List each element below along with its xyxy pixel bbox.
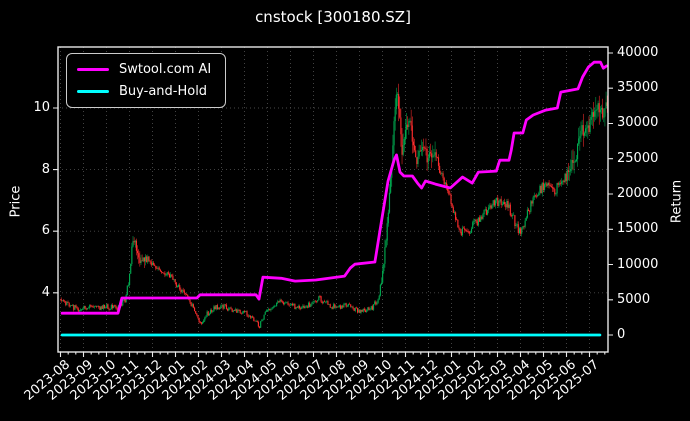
gridlines bbox=[58, 47, 608, 352]
strategy-line bbox=[60, 60, 608, 315]
buyhold-line-swatch bbox=[77, 89, 109, 94]
axis-ticks bbox=[53, 52, 613, 357]
legend-item-strategy: Swtool.com AI bbox=[77, 62, 211, 77]
return-tick-label: 25000 bbox=[617, 150, 659, 166]
return-tick-label: 5000 bbox=[617, 291, 651, 307]
return-tick-label: 40000 bbox=[617, 44, 659, 60]
plot-border bbox=[57, 46, 609, 353]
return-tick-label: 15000 bbox=[617, 221, 659, 237]
strategy-line-swatch bbox=[77, 67, 109, 72]
price-tick-label: 10 bbox=[33, 100, 50, 115]
y-axis-label-return: Return bbox=[669, 179, 685, 224]
price-tick-label: 4 bbox=[41, 284, 50, 300]
return-tick-label: 35000 bbox=[617, 80, 659, 96]
return-tick-label: 10000 bbox=[617, 256, 659, 272]
candle-down-bodies bbox=[60, 94, 608, 328]
return-tick-label: 20000 bbox=[617, 186, 659, 201]
price-tick-label: 8 bbox=[41, 161, 50, 177]
legend-item-buyhold: Buy-and-Hold bbox=[77, 84, 211, 99]
legend: Swtool.com AI Buy-and-Hold bbox=[66, 53, 227, 108]
legend-label-strategy: Swtool.com AI bbox=[119, 62, 212, 77]
legend-label-buyhold: Buy-and-Hold bbox=[119, 84, 208, 99]
return-tick-label: 30000 bbox=[617, 115, 659, 131]
return-tick-label: 0 bbox=[617, 327, 626, 342]
chart-title: cnstock [300180.SZ] bbox=[255, 8, 411, 26]
price-tick-label: 6 bbox=[41, 223, 50, 239]
